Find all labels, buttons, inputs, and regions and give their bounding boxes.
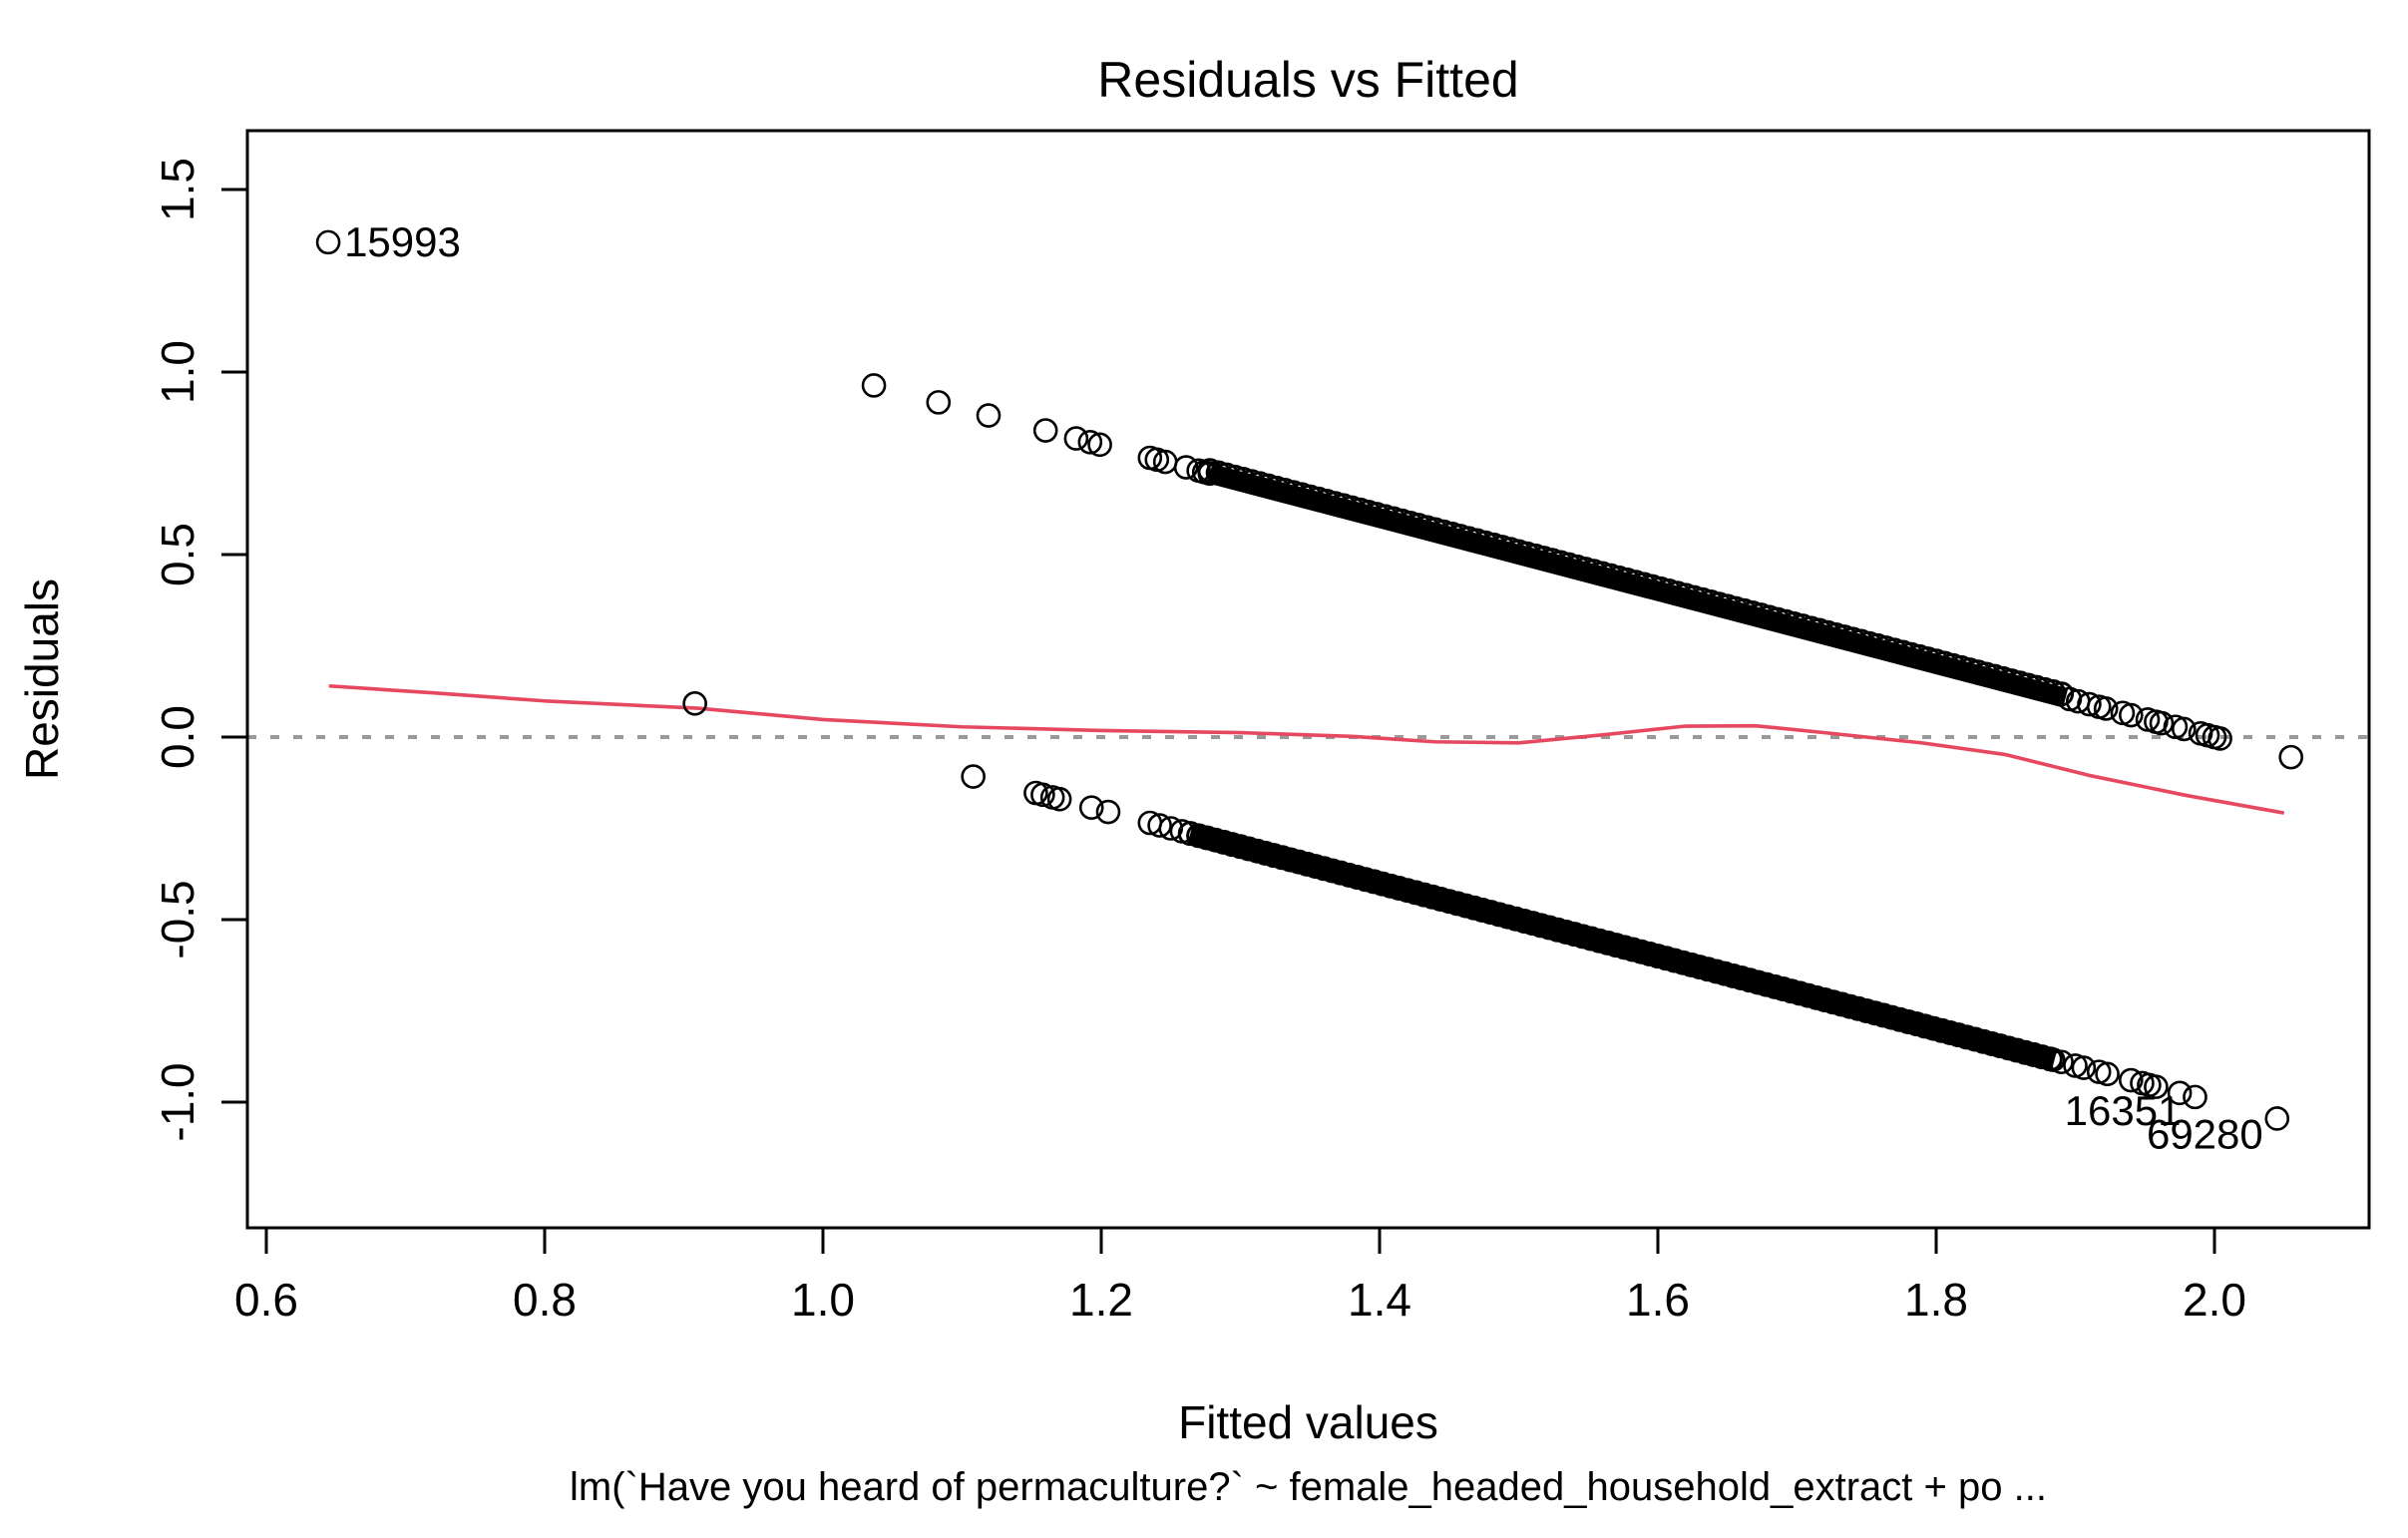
x-tick-label: 1.2 <box>1069 1274 1133 1326</box>
data-point-upper <box>976 403 1002 428</box>
data-point-lower <box>1147 813 1172 838</box>
outlier-point <box>315 229 341 255</box>
data-point-upper <box>2172 716 2197 742</box>
data-point-upper <box>2278 744 2304 770</box>
data-point-upper <box>1032 418 1058 443</box>
data-point-upper <box>1077 429 1103 455</box>
data-point-lower <box>2049 1049 2074 1075</box>
y-tick-label: 0.0 <box>152 705 203 769</box>
x-tick-label: 0.8 <box>513 1274 577 1326</box>
outlier-point <box>2264 1106 2290 1131</box>
y-tick-label: 0.5 <box>152 523 203 586</box>
data-point-lower <box>2167 1080 2193 1106</box>
y-tick-label: -0.5 <box>152 880 203 959</box>
x-tick-label: 1.4 <box>1348 1274 1411 1326</box>
data-point-upper <box>2093 696 2119 721</box>
x-tick-label: 1.8 <box>1904 1274 1968 1326</box>
x-tick-label: 1.6 <box>1626 1274 1690 1326</box>
data-point-lower <box>2095 1061 2120 1087</box>
y-axis-label: Residuals <box>16 578 68 780</box>
data-point-lower <box>682 691 707 716</box>
data-point-upper <box>1063 426 1089 451</box>
outlier-point <box>2183 1084 2207 1110</box>
outlier-label: 16351 <box>2065 1087 2182 1134</box>
data-point-lower <box>1046 786 1072 812</box>
data-point-upper <box>1173 455 1199 480</box>
data-point-upper <box>926 390 952 415</box>
x-tick-label: 1.0 <box>791 1274 855 1326</box>
data-point-upper <box>2119 702 2144 728</box>
data-point-upper <box>2207 726 2232 751</box>
x-tick-label: 0.6 <box>234 1274 298 1326</box>
y-tick-label: -1.0 <box>152 1062 203 1141</box>
data-point-upper <box>2149 710 2175 736</box>
data-point-upper <box>2077 691 2102 717</box>
y-tick-label: 1.0 <box>152 340 203 404</box>
y-tick-label: 1.5 <box>152 158 203 221</box>
model-caption: lm(`Have you heard of permaculture?` ~ f… <box>570 1465 2047 1509</box>
data-point-lower <box>961 764 986 789</box>
data-point-upper <box>861 373 887 398</box>
data-point-lower <box>2071 1055 2097 1080</box>
x-axis-label: Fitted values <box>1178 1396 1438 1448</box>
data-point-lower <box>1030 782 1055 808</box>
data-point-lower <box>1095 799 1121 825</box>
data-point-lower <box>1177 821 1203 846</box>
chart-title: Residuals vs Fitted <box>1097 52 1518 108</box>
x-tick-label: 2.0 <box>2183 1274 2246 1326</box>
data-point-upper <box>1087 432 1112 458</box>
data-point-lower <box>1078 795 1104 820</box>
data-point-upper <box>1197 461 1223 487</box>
data-point-lower <box>2119 1067 2144 1093</box>
plot-box <box>245 129 2371 1230</box>
outlier-label: 69280 <box>2147 1110 2263 1157</box>
data-point-lower <box>2144 1074 2169 1099</box>
outlier-label: 15993 <box>344 218 461 265</box>
smoother-line <box>328 683 2285 815</box>
